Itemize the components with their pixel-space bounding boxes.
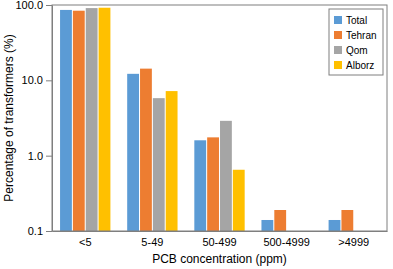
x-axis-line	[53, 231, 388, 232]
x-tick: <5	[79, 231, 92, 248]
x-axis: <5 5-49 50-499 500-4999 >4999	[53, 231, 388, 248]
legend-entry: Total	[334, 15, 367, 26]
legend-swatch	[334, 31, 342, 39]
x-tick-label: 50-499	[202, 236, 236, 248]
y-tick-mark	[46, 5, 52, 6]
bar	[99, 8, 111, 231]
y-tick-mark	[46, 156, 52, 157]
bar	[233, 170, 245, 231]
y-tick-mark	[46, 80, 52, 81]
bar	[73, 11, 85, 231]
y-tick: 100.0	[15, 0, 52, 11]
x-tick-label: 500-4999	[263, 236, 310, 248]
legend-label: Total	[346, 15, 367, 26]
bar	[86, 8, 98, 231]
bar	[274, 210, 286, 231]
y-tick: 10.0	[22, 74, 52, 86]
legend-box	[329, 9, 383, 75]
y-tick-label: 100.0	[15, 0, 43, 11]
bar	[60, 10, 72, 231]
x-tick-label: >4999	[338, 236, 369, 248]
bar	[140, 69, 152, 231]
chart: 0.1 1.0 10.0 100.0 <5 5-49 50-499 500-4999 >4999…	[0, 0, 393, 269]
legend-label: Tehran	[346, 30, 377, 41]
y-tick: 1.0	[28, 150, 52, 162]
legend-entry: Alborz	[334, 60, 374, 71]
legend-entry: Qom	[334, 45, 368, 56]
bar	[341, 210, 353, 231]
bar	[166, 91, 178, 231]
bar	[261, 220, 273, 231]
legend-entry: Tehran	[334, 30, 377, 41]
plot-area: 0.1 1.0 10.0 100.0 <5 5-49 50-499 500-4999 >4999…	[15, 0, 387, 248]
legend: Total Tehran Qom Alborz	[329, 9, 383, 75]
legend-swatch	[334, 16, 342, 24]
x-tick-label: 5-49	[141, 236, 163, 248]
y-axis-line	[52, 6, 53, 232]
legend-swatch	[334, 61, 342, 69]
legend-swatch	[334, 46, 342, 54]
x-tick: 5-49	[141, 231, 163, 248]
legend-label: Alborz	[346, 60, 374, 71]
x-tick: >4999	[338, 231, 369, 248]
y-tick-label: 10.0	[22, 74, 43, 86]
plot-frame	[52, 5, 387, 231]
y-axis-title: Percentage of transformers (%)	[2, 34, 16, 201]
bar	[207, 137, 219, 231]
x-axis-title: PCB concentration (ppm)	[152, 252, 287, 266]
bar	[194, 140, 206, 231]
y-tick-label: 1.0	[28, 150, 43, 162]
x-tick: 50-499	[202, 231, 236, 248]
x-tick: 500-4999	[263, 231, 310, 248]
y-tick-label: 0.1	[28, 225, 43, 237]
bar	[127, 74, 139, 231]
y-tick: 0.1	[28, 225, 52, 237]
bar	[220, 121, 232, 231]
y-tick-mark	[46, 231, 52, 232]
y-axis: 0.1 1.0 10.0 100.0	[15, 0, 52, 237]
x-tick-label: <5	[79, 236, 92, 248]
legend-label: Qom	[346, 45, 368, 56]
bar	[153, 98, 165, 231]
bars	[60, 8, 353, 231]
bar	[329, 220, 341, 231]
